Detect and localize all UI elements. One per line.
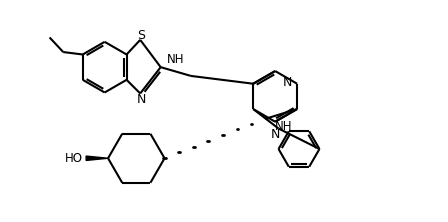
Text: HO: HO: [65, 152, 83, 165]
Text: N: N: [283, 76, 292, 89]
Text: N: N: [271, 128, 280, 141]
Text: S: S: [137, 28, 145, 42]
Text: NH: NH: [275, 120, 293, 133]
Polygon shape: [86, 156, 108, 161]
Text: N: N: [137, 93, 146, 106]
Text: NH: NH: [167, 53, 185, 66]
